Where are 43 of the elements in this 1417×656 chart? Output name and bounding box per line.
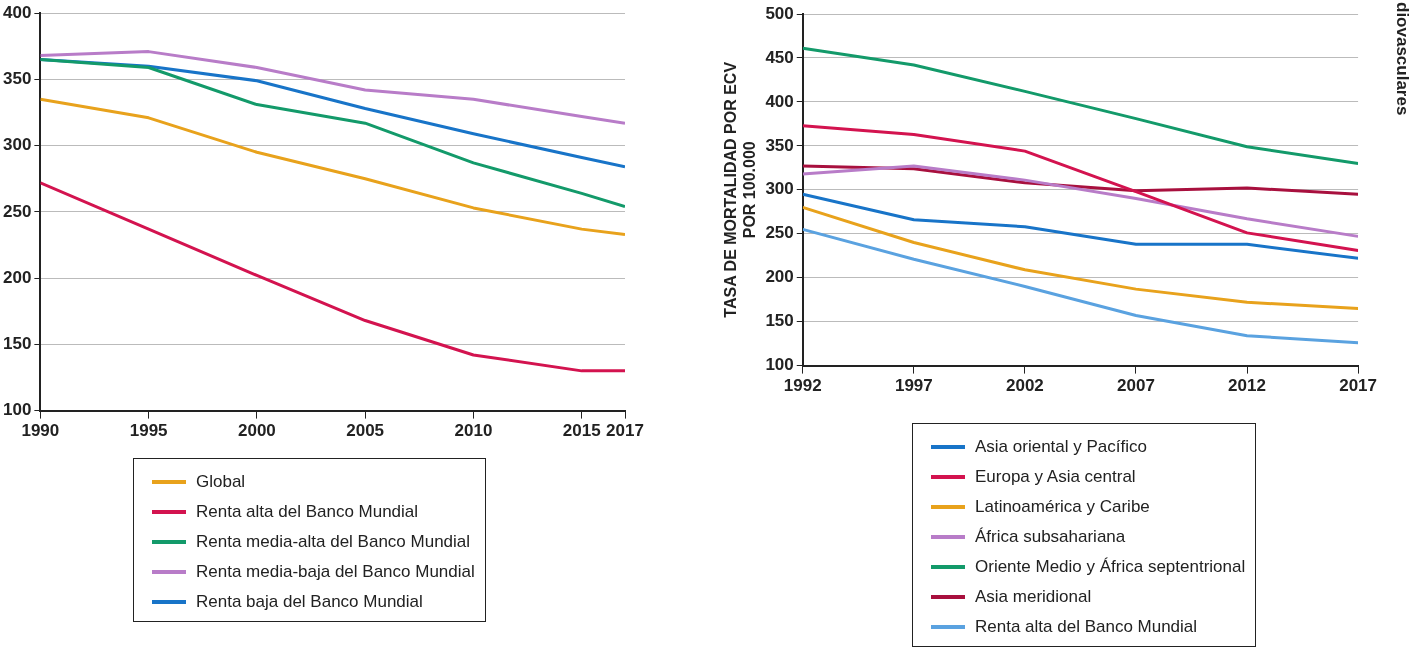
legend-label: Renta media-alta del Banco Mundial <box>196 532 471 552</box>
x-tick-label: 2000 <box>237 421 276 441</box>
legend-label: Renta alta del Banco Mundial <box>975 617 1198 637</box>
y-axis-title: TASA DE MORTALIDAD POR ECV POR 100.000 <box>722 61 759 318</box>
legend-label: Renta media-baja del Banco Mundial <box>196 562 475 582</box>
y-tick-label: 200 <box>765 267 794 287</box>
legend-label: Renta alta del Banco Mundial <box>196 502 419 522</box>
legend-label: Latinoamérica y Caribe <box>975 497 1150 517</box>
y-tick-label: 250 <box>2 201 32 221</box>
x-tick-label: 2007 <box>1117 376 1155 396</box>
y-tick-label: 300 <box>765 179 794 199</box>
y-tick-label: 250 <box>765 223 794 243</box>
legend-label: África subsahariana <box>975 527 1126 547</box>
x-tick-label: 2002 <box>1005 376 1044 396</box>
x-tick-label: 2012 <box>1228 376 1266 396</box>
x-tick-label: 1995 <box>129 421 168 441</box>
y-tick-label: 350 <box>2 69 32 89</box>
y-tick-label: 150 <box>765 311 794 331</box>
legend-label: Renta baja del Banco Mundial <box>196 592 423 612</box>
legend-label: Oriente Medio y África septentrional <box>975 557 1246 577</box>
y-tick-label: 500 <box>765 3 794 23</box>
y-tick-label: 300 <box>2 135 32 155</box>
x-tick-label: 2015 <box>562 421 601 441</box>
x-tick-label: 1997 <box>894 376 933 396</box>
legend-label: Europa y Asia central <box>975 467 1136 487</box>
x-tick-label: 1990 <box>21 421 60 441</box>
x-tick-label: 2010 <box>454 421 493 441</box>
x-tick-label: 1992 <box>783 376 822 396</box>
y-tick-label: 350 <box>765 135 794 155</box>
x-tick-label: 2017 <box>1339 376 1377 396</box>
y-tick-label: 100 <box>765 355 794 375</box>
legend-label: Global <box>196 472 246 492</box>
y-tick-label: 400 <box>765 91 794 111</box>
y-tick-label: 200 <box>2 267 32 287</box>
y-tick-label: 100 <box>2 400 32 420</box>
x-tick-label: 2005 <box>346 421 385 441</box>
legend-label: Asia meridional <box>975 587 1092 607</box>
legend-label: Asia oriental y Pacífico <box>975 437 1147 457</box>
y-tick-label: 150 <box>2 334 32 354</box>
y-tick-label: 450 <box>765 47 794 67</box>
y-tick-label: 400 <box>2 2 32 22</box>
text: diovasculares <box>1392 2 1412 116</box>
x-tick-label: 2017 <box>606 421 644 441</box>
